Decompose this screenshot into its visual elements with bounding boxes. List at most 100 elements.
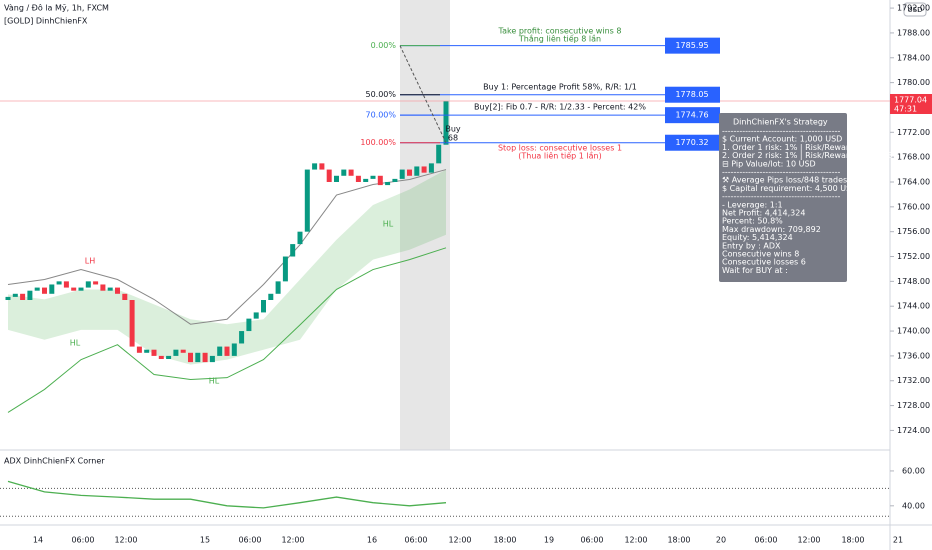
candle <box>209 355 215 363</box>
marker: Buy <box>445 125 461 134</box>
y-tick-label: 1744.00 <box>897 302 930 311</box>
candle <box>231 343 237 356</box>
last-price: 1777.04 <box>894 95 927 104</box>
candle <box>63 281 69 288</box>
currency: USD <box>908 6 923 14</box>
panel-line: ----------------------------------------… <box>722 168 840 177</box>
candle <box>268 293 274 300</box>
panel-line: Percent: 50.8% <box>722 217 783 226</box>
level-value-box <box>665 86 720 103</box>
candle <box>290 244 296 257</box>
strategy-panel <box>719 113 847 282</box>
panel-line: ⊟ Pip Value/lot: 10 USD <box>722 159 816 168</box>
x-tick-label: 12:00 <box>114 536 137 545</box>
y-tick-label: 1724.00 <box>897 426 930 435</box>
panel-line: $ Capital requirement: 4,500 USD <box>722 184 857 193</box>
marker: HL <box>70 339 81 348</box>
x-tick-label: 19 <box>544 536 554 545</box>
countdown: 47:31 <box>894 104 917 113</box>
level-value-box <box>665 134 720 151</box>
y-tick-label: 1792.00 <box>897 4 930 13</box>
panel-line: Net Profit: 4,414,324 <box>722 209 805 218</box>
x-tick-label: 06:00 <box>71 536 94 545</box>
annotation: Thắng liên tiếp 8 lần <box>518 34 601 44</box>
candle <box>49 284 55 294</box>
x-tick-label: 18:00 <box>667 536 690 545</box>
candle <box>85 281 91 288</box>
panel-line: - Leverage: 1:1 <box>722 200 783 209</box>
candle <box>195 352 201 363</box>
candle <box>399 169 405 179</box>
highlight-column <box>400 0 450 450</box>
candle <box>180 349 186 353</box>
candle <box>377 175 383 186</box>
candle <box>385 181 391 186</box>
x-tick-label: 12:00 <box>448 536 471 545</box>
y-tick-label: 1756.00 <box>897 227 930 236</box>
panel-line: Equity: 5,414,324 <box>722 233 793 242</box>
level-value: 1774.76 <box>675 111 708 120</box>
candle <box>370 175 376 179</box>
adx-tick-label: 40.00 <box>902 501 925 510</box>
panel-line: $ Current Account: 1,000 USD <box>722 135 842 144</box>
candle <box>319 163 325 170</box>
candle <box>188 352 193 363</box>
candle <box>355 175 361 182</box>
x-tick-label: 21 <box>893 536 903 545</box>
candle <box>239 331 245 344</box>
y-tick-label: 1736.00 <box>897 351 930 360</box>
candle <box>421 166 427 173</box>
y-tick-label: 1788.00 <box>897 28 930 37</box>
panel-line: ----------------------------------------… <box>722 192 840 201</box>
adx-title: ADX DinhChienFX Corner <box>4 457 105 466</box>
y-tick-label: 1740.00 <box>897 327 930 336</box>
y-tick-label: 1768.00 <box>897 153 930 162</box>
candle <box>122 293 128 300</box>
x-tick-label: 06:00 <box>754 536 777 545</box>
x-tick-label: 14 <box>33 536 43 545</box>
candle <box>12 293 18 297</box>
currency-badge[interactable] <box>903 2 927 17</box>
panel-line: Wait for BUY at : <box>722 266 788 275</box>
candle <box>363 178 369 182</box>
chart-subtitle: [GOLD] DinhChienFX <box>4 17 88 26</box>
candle <box>20 293 26 300</box>
candle <box>107 287 113 291</box>
y-tick-label: 1748.00 <box>897 277 930 286</box>
x-tick-label: 06:00 <box>238 536 261 545</box>
candle <box>304 169 310 232</box>
candle <box>312 163 318 170</box>
level-value: 1770.32 <box>675 138 708 147</box>
y-tick-label: 1760.00 <box>897 202 930 211</box>
candle <box>334 175 339 182</box>
x-tick-label: 06:00 <box>580 536 603 545</box>
x-tick-label: 06:00 <box>404 536 427 545</box>
level-label: 0.00% <box>371 41 397 50</box>
x-tick-label: 12:00 <box>797 536 820 545</box>
panel-line: 2. Order 2 risk: 1% | Risk/Reward 2: 1/2… <box>722 151 893 160</box>
candle <box>42 287 47 294</box>
panel-line: Max drawdown: 709,892 <box>722 225 821 234</box>
y-tick-label: 1752.00 <box>897 252 930 261</box>
candle <box>348 169 354 176</box>
level-label: 70.00% <box>365 111 396 120</box>
candle <box>166 355 172 360</box>
annotation: Stop loss: consecutive losses 1 <box>498 144 622 153</box>
candle <box>100 284 106 291</box>
chart-title: Vàng / Đô la Mỹ, 1h, FXCM <box>4 3 109 13</box>
x-tick-label: 20 <box>716 536 726 545</box>
candle <box>144 349 150 353</box>
candle <box>71 287 77 291</box>
candle <box>253 312 259 319</box>
panel-line: Consecutive wins 8 <box>722 250 799 259</box>
annotation: Buy[2]: Fib 0.7 - R/R: 1/2.33 - Percent:… <box>474 103 646 112</box>
level-value: 1785.95 <box>675 41 708 50</box>
y-tick-label: 1784.00 <box>897 53 930 62</box>
candle <box>129 300 135 347</box>
candle <box>151 349 157 356</box>
panel-line: Entry by : ADX <box>722 241 781 250</box>
annotation: (Thua liên tiếp 1 lần) <box>518 151 601 161</box>
annotation: Buy 1: Percentage Profit 58%, R/R: 1/1 <box>483 83 637 92</box>
x-tick-label: 12:00 <box>281 536 304 545</box>
